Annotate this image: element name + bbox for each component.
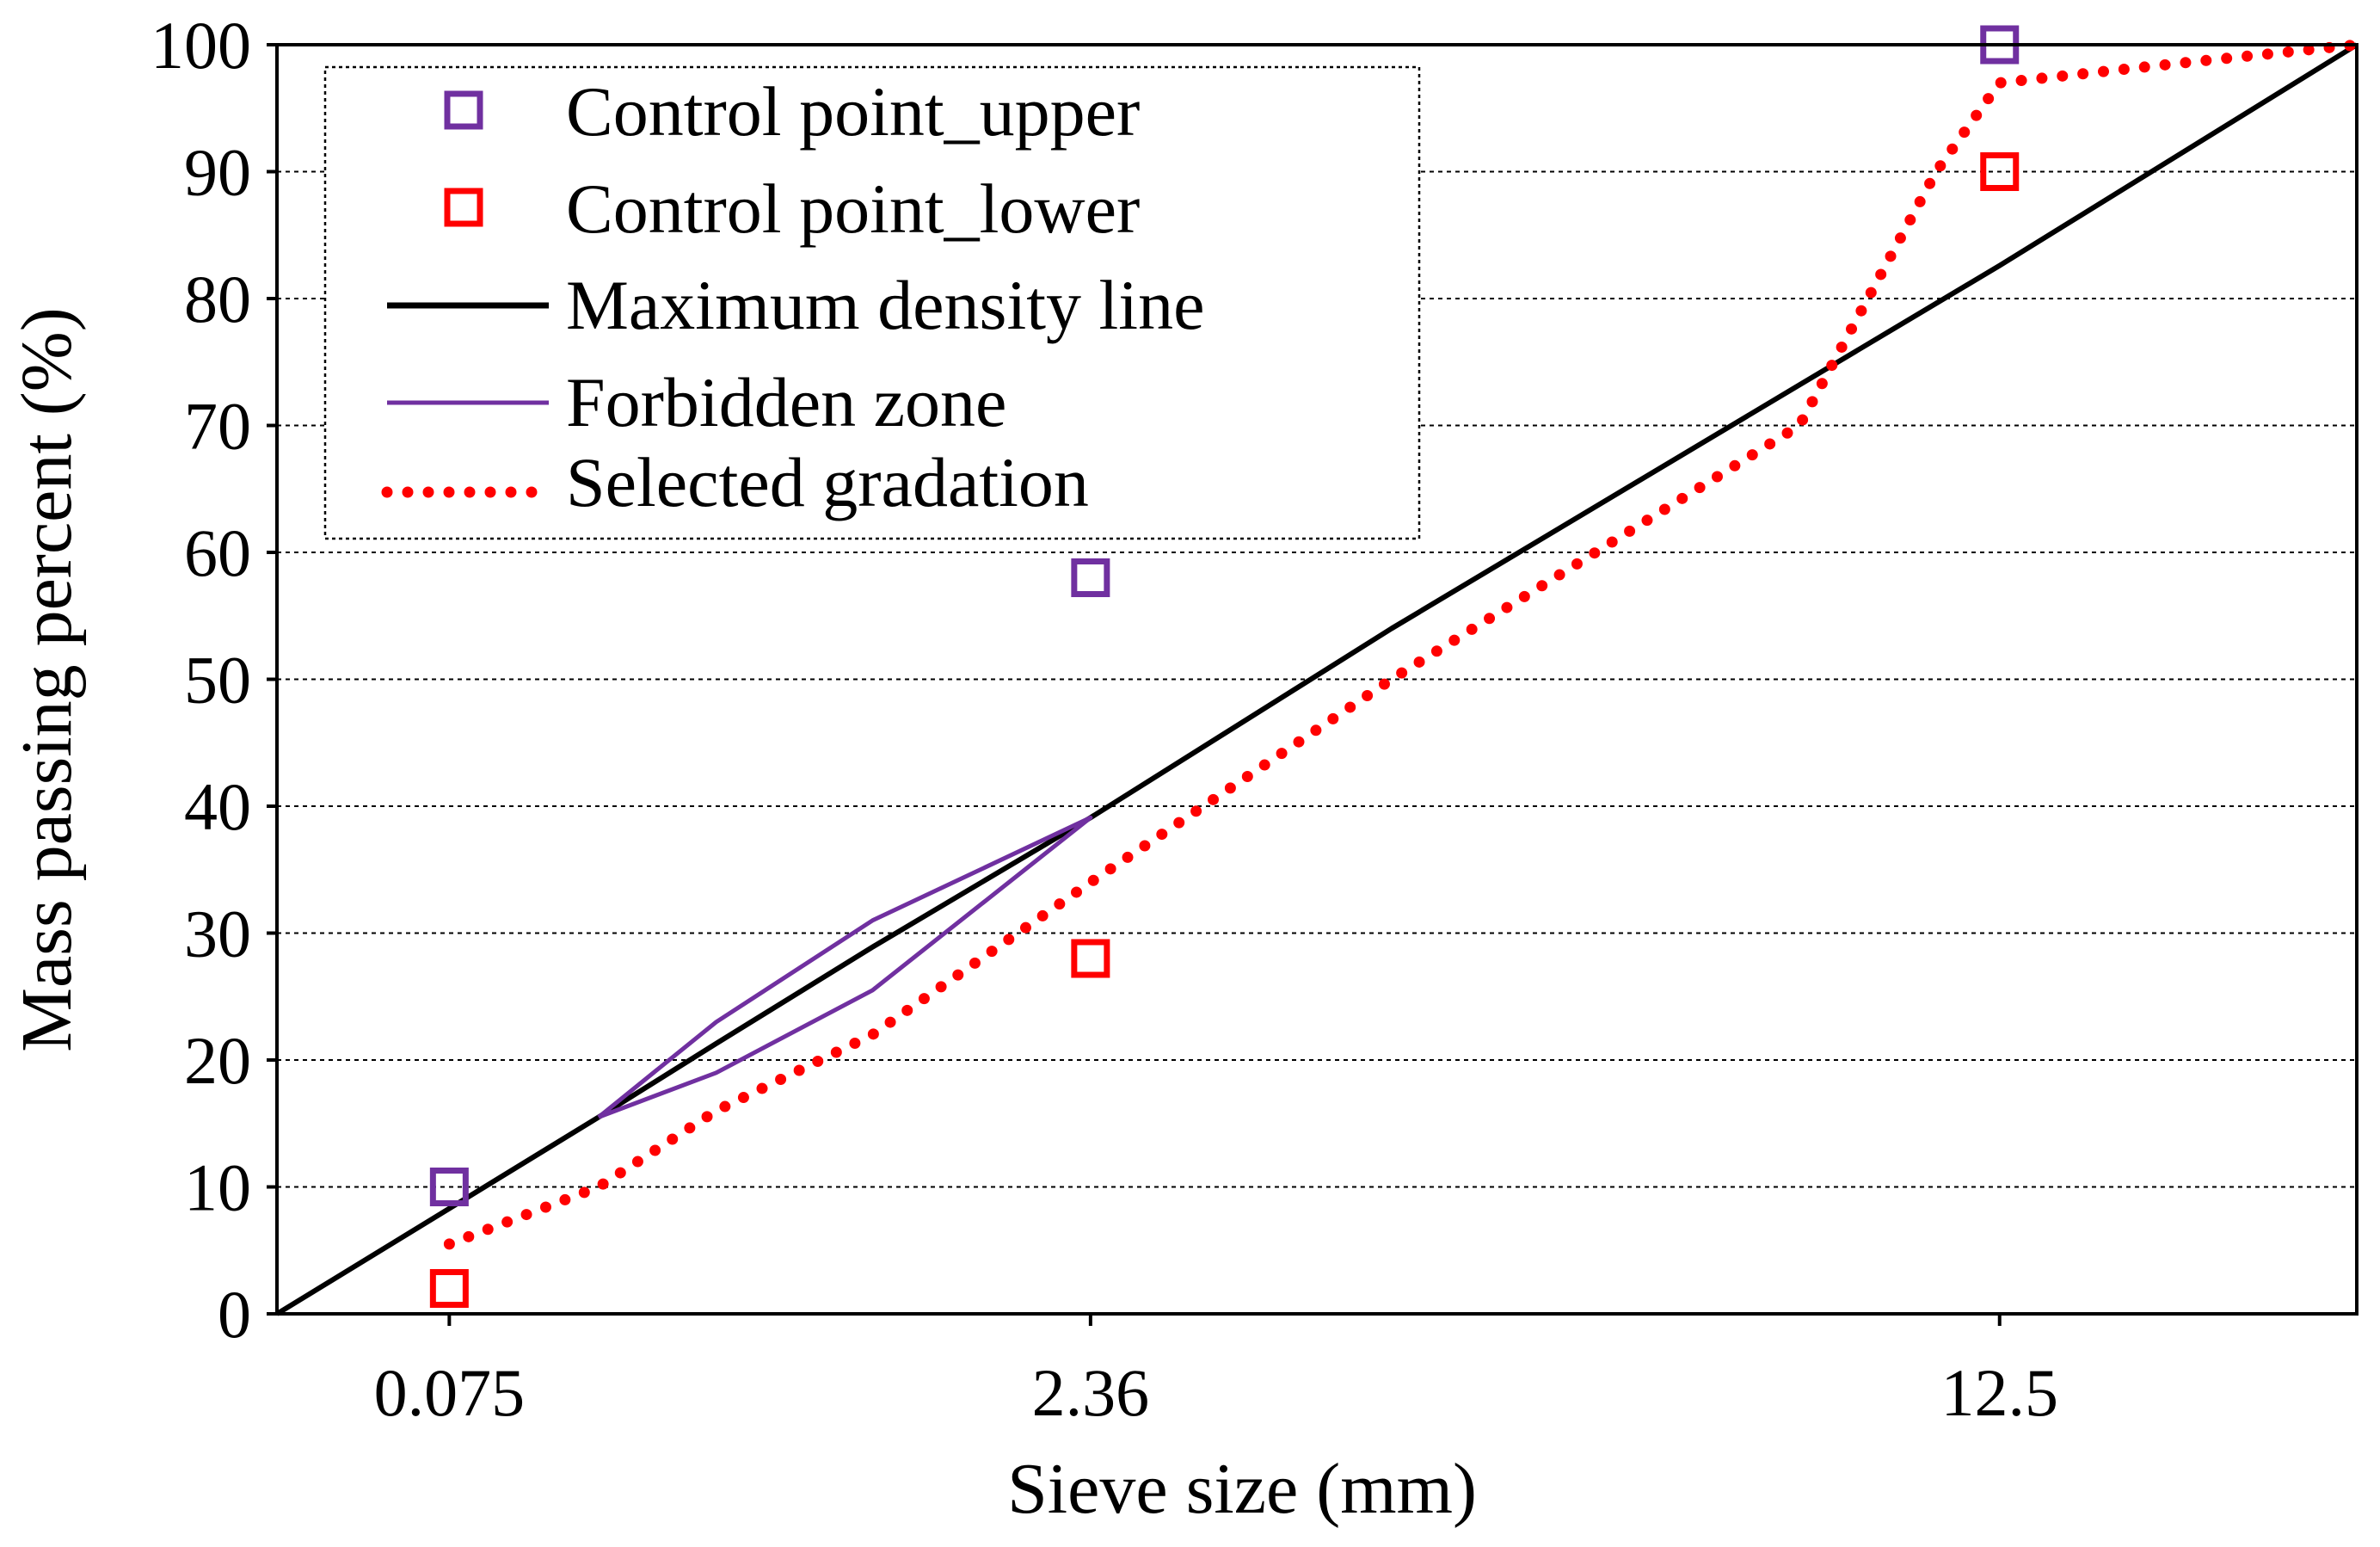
maximum-density-line-line — [275, 42, 2358, 1316]
y-tick-label: 70 — [184, 389, 251, 464]
forbidden-zone-line — [597, 815, 1093, 1119]
control-point-upper-point — [1071, 558, 1110, 597]
y-axis-title: Mass passing percent (%) — [7, 307, 87, 1051]
x-tick-label: 12.5 — [1940, 1355, 2058, 1430]
control-point-lower-point — [429, 1269, 469, 1308]
y-tick-label: 30 — [184, 897, 251, 971]
control-point-upper-point — [429, 1168, 469, 1206]
y-tick-label: 90 — [184, 135, 251, 210]
legend: Control point_upper Control point_lower … — [323, 65, 1421, 540]
y-tick-label: 20 — [184, 1023, 251, 1098]
y-tick-label: 60 — [184, 515, 251, 590]
legend-lower-marker — [444, 188, 483, 227]
y-tick-label: 80 — [184, 262, 251, 336]
x-axis-ticks: 0.075 2.36 12.5 — [374, 1314, 2058, 1430]
legend-forbidden-zone-label: Forbidden zone — [566, 363, 1006, 441]
y-tick-label: 50 — [184, 643, 251, 718]
legend-selected-gradation-label: Selected gradation — [566, 443, 1089, 521]
series-lines — [275, 39, 2363, 1316]
x-tick-label: 2.36 — [1032, 1355, 1150, 1430]
legend-max-density-label: Maximum density line — [566, 266, 1204, 344]
legend-lower-label: Control point_lower — [566, 169, 1140, 248]
legend-upper-marker — [444, 90, 483, 130]
legend-upper-label: Control point_upper — [566, 72, 1140, 151]
control-point-lower-point — [1071, 939, 1110, 978]
y-axis-ticks: 0 10 20 30 40 50 60 70 80 90 100 — [151, 8, 277, 1352]
y-tick-label: 0 — [218, 1277, 251, 1352]
x-tick-label: 0.075 — [374, 1355, 526, 1430]
y-tick-label: 100 — [151, 8, 251, 83]
control-point-lower-point — [1980, 152, 2020, 191]
selected-gradation-line — [443, 39, 2363, 1250]
y-tick-label: 40 — [184, 769, 251, 844]
x-axis-title: Sieve size (mm) — [1007, 1449, 1477, 1529]
y-tick-label: 10 — [184, 1150, 251, 1225]
